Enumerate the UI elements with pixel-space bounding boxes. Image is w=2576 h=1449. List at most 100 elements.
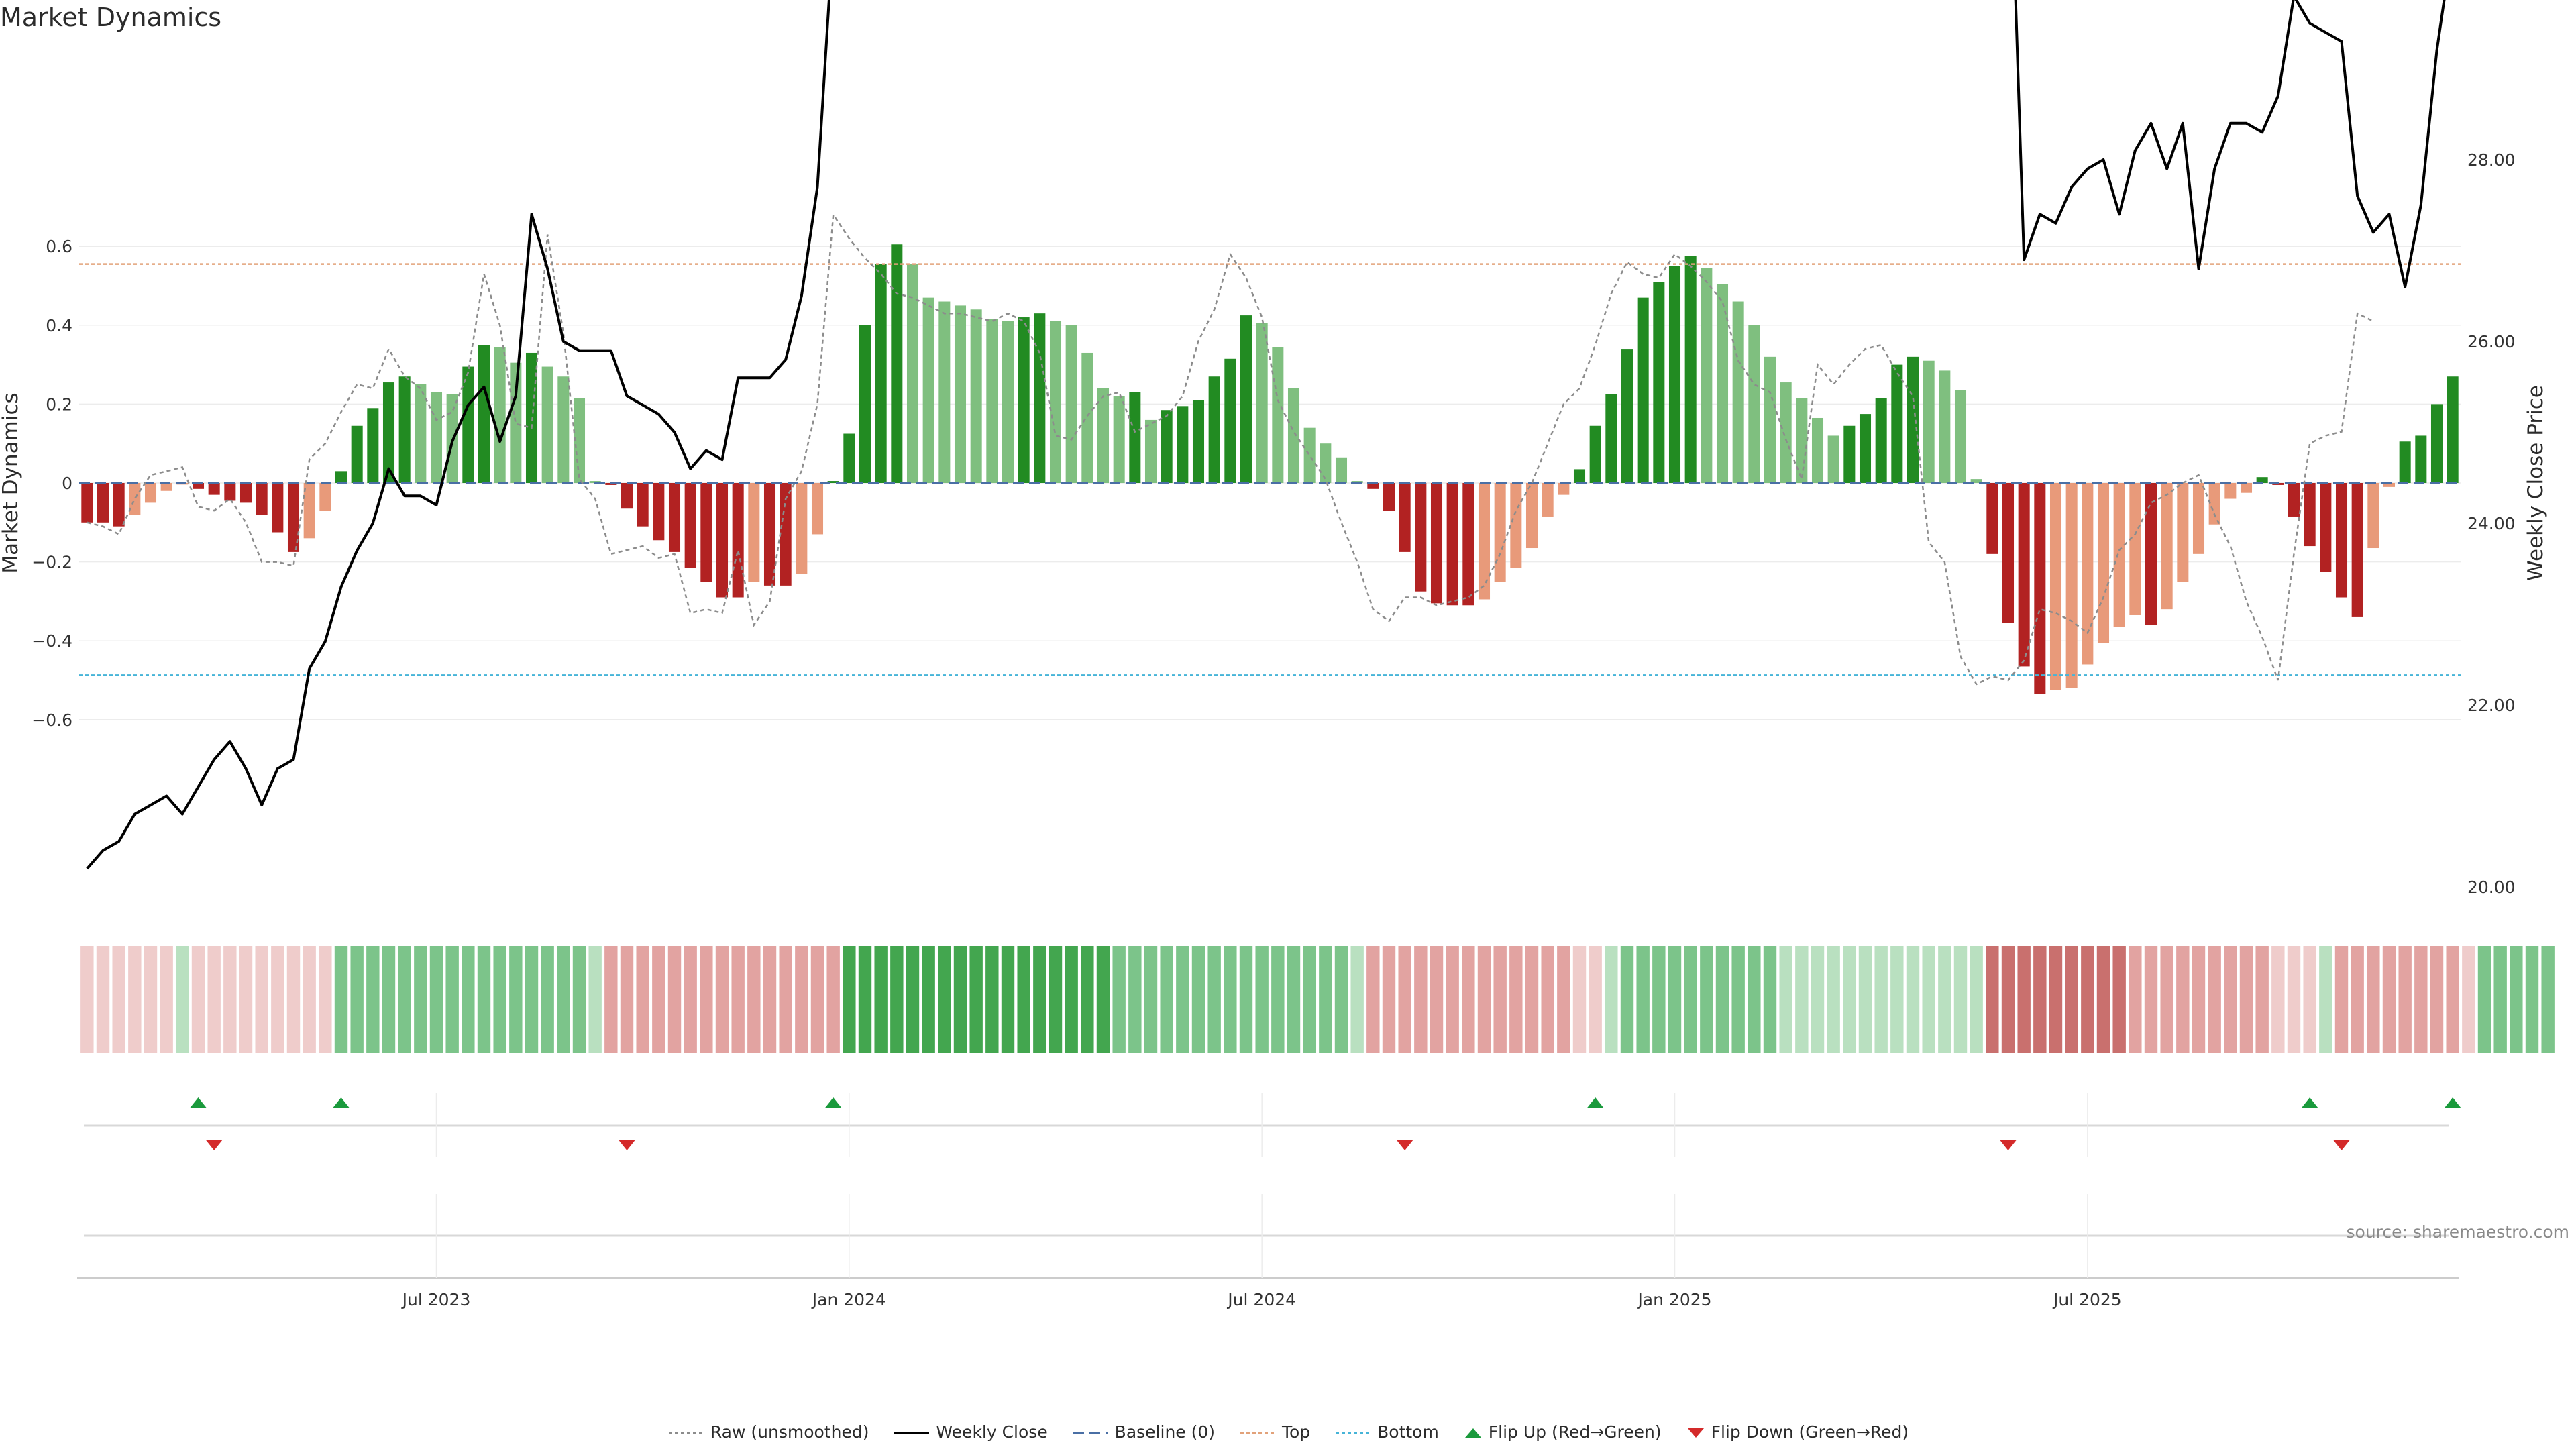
dynamics-bar	[97, 483, 109, 523]
regime-cell	[2367, 946, 2379, 1053]
dynamics-bar	[748, 483, 759, 582]
dynamics-bar	[2288, 483, 2300, 517]
flip-up-marker	[2445, 1097, 2461, 1108]
dynamics-bar	[843, 434, 855, 484]
dynamics-bar	[1923, 361, 1935, 483]
regime-cell	[906, 946, 919, 1053]
dynamics-bar	[129, 483, 140, 515]
dynamics-bar	[1081, 353, 1093, 483]
dynamics-bar	[1733, 302, 1744, 483]
regime-cell	[731, 946, 744, 1053]
regime-cell	[811, 946, 824, 1053]
dynamics-bar	[1288, 388, 1299, 483]
regime-cell	[621, 946, 633, 1053]
dynamics-bar	[272, 483, 283, 533]
dynamics-bar	[1701, 268, 1712, 483]
regime-cell	[1112, 946, 1125, 1053]
dynamics-bar	[1034, 313, 1045, 483]
dynamics-bar	[1224, 359, 1236, 483]
flip-down-marker	[1397, 1140, 1413, 1150]
dynamics-bar	[700, 483, 712, 582]
regime-cell	[303, 946, 315, 1053]
regime-cell	[1383, 946, 1395, 1053]
dynamics-bar	[1812, 418, 1823, 483]
dynamics-bar	[113, 483, 125, 527]
dynamics-bar	[415, 384, 426, 483]
regime-cell	[207, 946, 220, 1053]
regime-cell	[1764, 946, 1776, 1053]
regime-cell	[462, 946, 474, 1053]
dynamics-bar	[1479, 483, 1490, 599]
regime-cell	[1731, 946, 1744, 1053]
flip-down-marker	[2000, 1140, 2017, 1150]
flip-up-marker	[1587, 1097, 1603, 1108]
regime-cell	[1176, 946, 1189, 1053]
dynamics-bar	[2367, 483, 2379, 548]
regime-cell	[716, 946, 729, 1053]
dynamics-bar	[1256, 323, 1268, 483]
dynamics-bar	[1161, 410, 1173, 483]
dynamics-bar	[2098, 483, 2109, 643]
regime-cell	[1668, 946, 1681, 1053]
flip-markers	[77, 1093, 2461, 1278]
regime-cell	[112, 946, 125, 1053]
dynamics-bar	[335, 471, 347, 483]
dynamics-bar	[494, 347, 506, 483]
dynamics-bar	[716, 483, 728, 598]
regime-cell	[859, 946, 871, 1053]
regime-cell	[684, 946, 696, 1053]
dynamics-bar	[1415, 483, 1426, 592]
regime-cell	[1589, 946, 1601, 1053]
regime-cell	[1621, 946, 1633, 1053]
x-axis: Jul 2023Jan 2024Jul 2024Jan 2025Jul 2025	[401, 1290, 2122, 1309]
regime-cell	[1922, 946, 1935, 1053]
regime-cell	[1716, 946, 1729, 1053]
dynamics-bar	[256, 483, 268, 515]
y2-tick-label: 28.00	[2467, 150, 2516, 170]
regime-cell	[1017, 946, 1030, 1053]
legend-flip-down-label: Flip Down (Green→Red)	[1711, 1422, 1909, 1442]
legend-close-label: Weekly Close	[936, 1422, 1047, 1442]
legend-flip-up: Flip Up (Red→Green)	[1463, 1422, 1662, 1442]
regime-cell	[1970, 946, 1982, 1053]
regime-cell	[398, 946, 411, 1053]
regime-cell	[1811, 946, 1824, 1053]
regime-cell	[2303, 946, 2316, 1053]
dynamics-bar	[431, 392, 442, 483]
regime-cell	[1938, 946, 1951, 1053]
dynamics-bar	[1939, 370, 1950, 483]
x-tick-label: Jan 2024	[811, 1290, 886, 1309]
regime-cell	[1986, 946, 1998, 1053]
dynamics-bar	[1526, 483, 1538, 548]
legend-raw: Raw (unsmoothed)	[667, 1422, 869, 1442]
dynamics-bar	[1240, 315, 1252, 483]
dynamics-bar	[859, 325, 871, 483]
regime-cell	[1208, 946, 1220, 1053]
legend-baseline: Baseline (0)	[1072, 1422, 1215, 1442]
y-tick-label: 0.2	[46, 394, 72, 414]
dynamics-bar	[1558, 483, 1569, 495]
legend-flip-down: Flip Down (Green→Red)	[1686, 1422, 1909, 1442]
dynamics-bar	[971, 309, 982, 483]
dynamics-bar	[653, 483, 664, 540]
dynamics-bar	[224, 483, 235, 500]
flip-up-marker	[825, 1097, 841, 1108]
regime-cell	[1748, 946, 1760, 1053]
dynamics-bar	[1002, 321, 1014, 483]
regime-cell	[1874, 946, 1887, 1053]
legend-close: Weekly Close	[893, 1422, 1047, 1442]
regime-cell	[2065, 946, 2078, 1053]
dynamics-bar	[1431, 483, 1442, 603]
regime-cell	[1160, 946, 1173, 1053]
y2-tick-label: 22.00	[2467, 696, 2516, 715]
regime-cell	[271, 946, 284, 1053]
regime-cell	[1255, 946, 1268, 1053]
regime-cell	[2446, 946, 2459, 1053]
dynamics-bar	[1876, 398, 1887, 483]
dynamics-bar	[2241, 483, 2252, 493]
regime-cell	[287, 946, 300, 1053]
regime-cell	[557, 946, 570, 1053]
regime-cell	[2129, 946, 2141, 1053]
dynamics-bar	[1272, 347, 1283, 483]
regime-cell	[366, 946, 379, 1053]
